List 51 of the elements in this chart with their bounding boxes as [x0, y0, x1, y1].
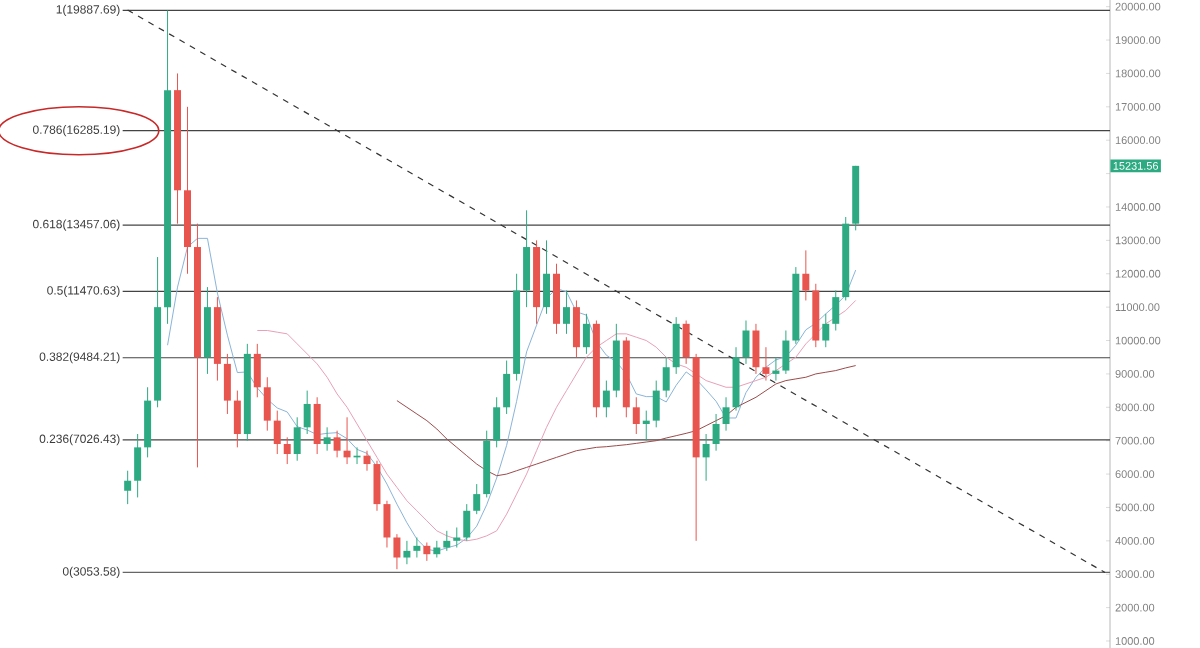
candlestick [682, 319, 690, 365]
candlestick [473, 483, 481, 515]
candlestick [572, 299, 580, 358]
candlestick [363, 450, 371, 472]
candlestick [323, 426, 331, 452]
candlestick [782, 330, 790, 375]
candlestick [293, 416, 301, 462]
candlestick [662, 356, 670, 398]
candlestick [772, 356, 780, 382]
candlestick [253, 343, 261, 398]
candlestick [493, 396, 501, 448]
candlestick [313, 396, 321, 455]
candlestick [802, 249, 810, 301]
candlestick [144, 386, 152, 458]
candlestick [722, 396, 730, 432]
candlestick [283, 436, 291, 465]
candlestick [702, 433, 710, 482]
candlestick [762, 346, 770, 382]
candlestick [413, 536, 421, 559]
candlestick [543, 239, 551, 315]
candlestick [223, 353, 231, 415]
candlestick [582, 313, 590, 355]
candlestick [273, 410, 281, 455]
candlestick [562, 289, 570, 335]
candlestick [453, 526, 461, 549]
candlestick [333, 430, 341, 458]
candlestick [712, 413, 720, 452]
candlestick [822, 313, 830, 348]
candlestick [423, 542, 431, 562]
candlestick [233, 390, 241, 448]
candlestick [303, 390, 311, 435]
line-series [396, 365, 857, 477]
candlestick [463, 503, 471, 542]
candlestick [752, 323, 760, 375]
candlestick [652, 380, 660, 428]
candlestick [672, 316, 680, 375]
candlestick [642, 410, 650, 442]
candlestick [403, 540, 411, 565]
line-series [167, 237, 857, 552]
candlestick [393, 533, 401, 570]
candlestick [523, 209, 531, 308]
candlestick [373, 460, 381, 512]
candlestick [832, 289, 840, 332]
candlestick [632, 396, 640, 435]
candlestick [383, 500, 391, 549]
candlestick [443, 530, 451, 552]
candlestick [602, 380, 610, 418]
candlestick [134, 433, 142, 498]
candlestick [124, 470, 132, 505]
candlestick [263, 376, 271, 432]
candlestick [503, 360, 511, 415]
